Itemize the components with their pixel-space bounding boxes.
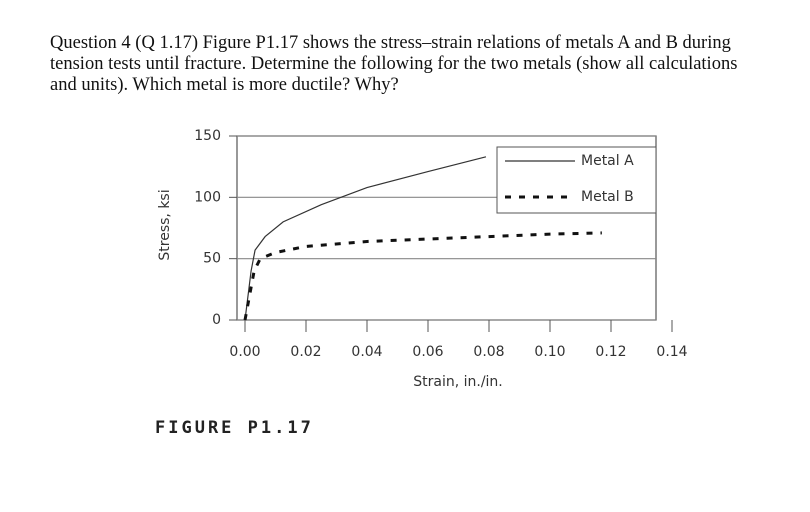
x-tick-label: 0.14 [656,344,687,360]
question-text: Question 4 (Q 1.17) Figure P1.17 shows t… [50,33,738,95]
y-axis-label: Stress, ksi [157,189,173,260]
legend-label: Metal B [581,189,634,205]
y-tick-label: 0 [212,312,221,328]
x-tick-label: 0.00 [229,344,260,360]
legend-label: Metal A [581,153,634,169]
x-tick-label: 0.08 [473,344,504,360]
y-tick-label: 50 [203,251,221,267]
series-line [243,231,602,321]
x-tick-label: 0.06 [412,344,443,360]
x-axis-label: Strain, in./in. [413,374,503,390]
figure-caption: FIGURE P1.17 [155,418,314,438]
series-line [244,156,487,321]
y-tick-label: 100 [194,189,221,205]
x-tick-label: 0.10 [534,344,565,360]
x-tick-label: 0.02 [290,344,321,360]
x-tick-label: 0.12 [595,344,626,360]
legend-box [496,146,657,214]
x-tick-label: 0.04 [351,344,382,360]
y-tick-label: 150 [194,128,221,144]
